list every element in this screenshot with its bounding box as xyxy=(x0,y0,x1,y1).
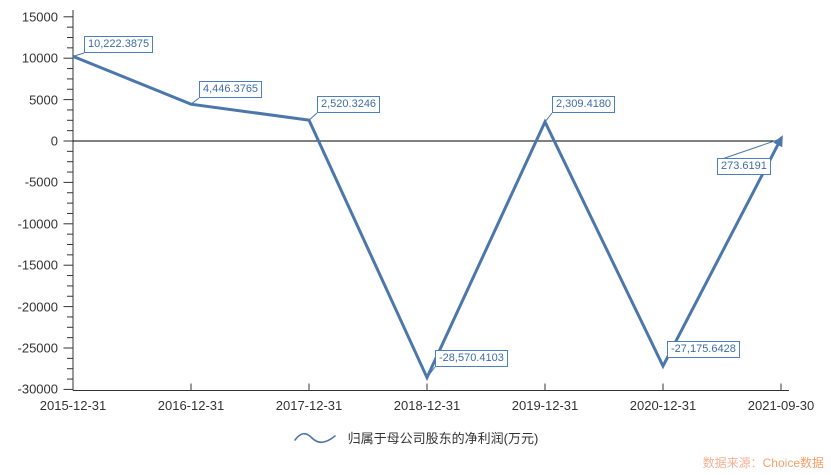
data-label: -27,175.6428 xyxy=(667,341,740,358)
data-label-callout xyxy=(544,112,553,123)
y-tick-label: -15000 xyxy=(17,257,58,273)
data-label-callout xyxy=(721,138,782,160)
data-label-callout xyxy=(308,112,318,121)
data-label: 273.6191 xyxy=(717,158,771,175)
y-tick-label: -25000 xyxy=(17,340,58,356)
x-tick-label: 2018-12-31 xyxy=(393,398,461,413)
y-tick-label: 0 xyxy=(50,133,58,149)
series-arrowhead xyxy=(773,135,783,148)
data-label: 10,222.3875 xyxy=(84,36,154,53)
watermark-prefix: 数据来源： xyxy=(702,456,763,470)
watermark-brand: Choice数据 xyxy=(762,456,824,470)
data-label-callout xyxy=(72,52,85,57)
x-tick-label: 2017-12-31 xyxy=(275,398,343,413)
y-tick-label: -30000 xyxy=(17,381,58,397)
y-tick-label: 5000 xyxy=(29,92,58,108)
data-label: 4,446.3765 xyxy=(199,81,263,98)
legend-line-icon xyxy=(293,432,336,444)
y-tick-label: -10000 xyxy=(17,216,58,232)
data-label-callout xyxy=(662,357,668,367)
x-tick-label: 2020-12-31 xyxy=(629,398,697,413)
x-tick-label: 2015-12-31 xyxy=(39,398,107,413)
y-tick-label: 15000 xyxy=(21,9,58,25)
y-tick-label: -5000 xyxy=(24,174,58,190)
data-label: -28,570.4103 xyxy=(435,350,508,367)
x-tick-label: 2019-12-31 xyxy=(511,398,579,413)
legend: 归属于母公司股东的净利润(万元) xyxy=(0,424,831,450)
watermark: 数据来源：Choice数据 xyxy=(703,454,824,471)
series-line xyxy=(72,54,783,382)
data-label-callout xyxy=(426,366,436,378)
legend-label: 归属于母公司股东的净利润(万元) xyxy=(347,430,539,446)
data-label: 2,520.3246 xyxy=(317,96,381,113)
x-tick-label: 2016-12-31 xyxy=(157,398,225,413)
x-tick-label: 2021-09-30 xyxy=(747,398,815,413)
y-tick-label: 10000 xyxy=(21,50,58,66)
data-label-callout xyxy=(190,97,200,105)
data-label: 2,309.4180 xyxy=(552,96,616,113)
y-tick-label: -20000 xyxy=(17,299,58,315)
